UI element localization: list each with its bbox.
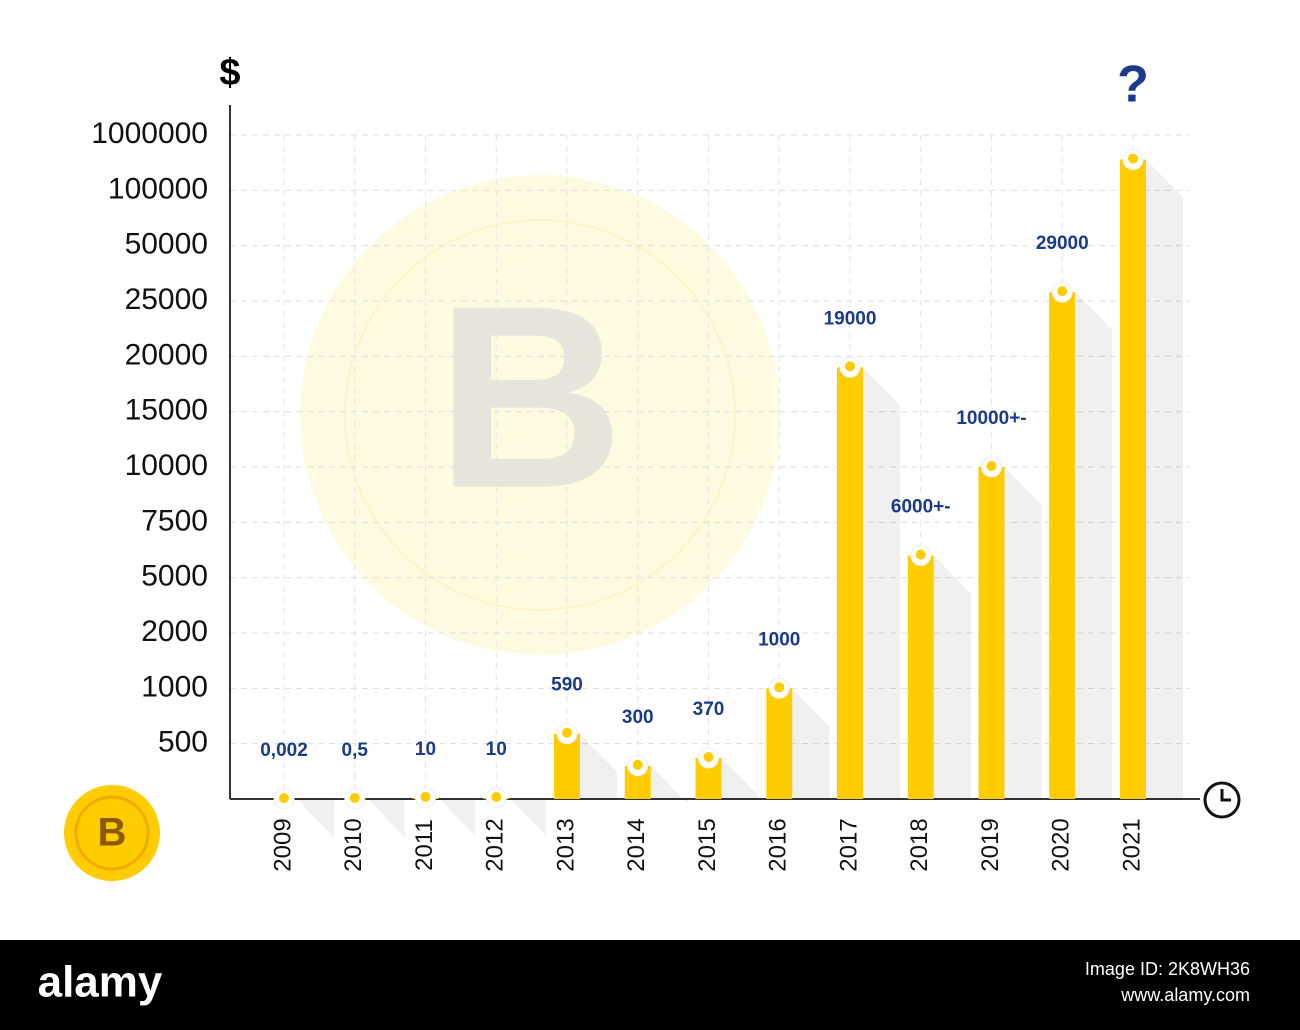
- x-tick-label: 2021: [1118, 818, 1145, 871]
- data-label: 0,002: [260, 740, 308, 761]
- bar: [554, 733, 580, 799]
- data-label: 300: [622, 707, 654, 728]
- bar-shadow: [1004, 467, 1042, 799]
- bar-cap-dot: [349, 792, 360, 803]
- y-axis-label: $: [219, 52, 240, 94]
- data-label: 29000: [1036, 233, 1089, 254]
- y-tick-label: 1000: [141, 670, 208, 703]
- watermark-id: Image ID: 2K8WH36: [1085, 959, 1250, 979]
- background-coin: B: [300, 175, 780, 655]
- bar-shadow: [509, 797, 547, 836]
- bar-cap-dot: [562, 727, 572, 738]
- bar-cap-dot: [420, 791, 431, 802]
- y-tick-label: 1000000: [91, 117, 208, 150]
- bar-shadow: [367, 798, 405, 837]
- bar-cap-dot: [774, 682, 785, 693]
- bar: [766, 688, 793, 799]
- bar: [837, 367, 863, 799]
- x-tick-label: 2020: [1048, 818, 1075, 871]
- bar-shadow: [1075, 292, 1113, 799]
- y-tick-label: 15000: [125, 394, 208, 427]
- x-tick-label: 2016: [765, 818, 792, 871]
- x-tick-label: 2013: [552, 818, 579, 871]
- x-tick-label: 2014: [623, 818, 650, 871]
- bar: [1049, 292, 1076, 799]
- annotation: ?: [1117, 56, 1149, 114]
- footer-band: [0, 940, 1300, 1030]
- y-tick-label: 20000: [125, 338, 208, 371]
- data-label: 10: [486, 739, 507, 760]
- data-label: 6000+-: [891, 497, 951, 518]
- y-tick-label: 7500: [141, 504, 208, 537]
- data-label: 590: [551, 675, 583, 696]
- bar-cap-dot: [986, 461, 997, 471]
- bar-shadow: [933, 555, 971, 799]
- y-tick-label: 2000: [141, 615, 208, 648]
- bar: [907, 555, 934, 799]
- data-label: 10000+-: [956, 408, 1026, 429]
- x-tick-label: 2019: [977, 818, 1004, 871]
- data-label: 19000: [824, 308, 877, 329]
- svg-text:B: B: [436, 253, 624, 543]
- svg-text:B: B: [98, 811, 127, 855]
- bar: [978, 467, 1005, 799]
- bar-cap-dot: [1128, 153, 1138, 164]
- x-tick-label: 2011: [411, 819, 438, 871]
- bar-shadow: [297, 798, 334, 837]
- bar-shadow: [1146, 159, 1183, 799]
- y-tick-label: 50000: [125, 228, 208, 261]
- y-tick-label: 5000: [141, 560, 208, 593]
- data-label: 10: [415, 739, 436, 760]
- watermark-logo: alamy: [38, 958, 163, 1007]
- bar-cap-dot: [279, 792, 289, 803]
- bar-shadow: [438, 797, 476, 836]
- x-tick-label: 2018: [906, 818, 933, 871]
- y-tick-label: 10000: [125, 449, 208, 482]
- bar-cap-dot: [491, 791, 502, 802]
- bar: [1120, 159, 1146, 799]
- y-tick-label: 100000: [108, 172, 208, 205]
- watermark-url: www.alamy.com: [1120, 985, 1250, 1005]
- small-coin: B: [64, 785, 160, 881]
- bar-cap-dot: [915, 549, 926, 560]
- bar-shadow: [650, 765, 688, 804]
- x-tick-label: 2009: [269, 818, 296, 871]
- x-tick-label: 2017: [835, 818, 862, 871]
- data-label: 370: [693, 699, 725, 720]
- bar-cap-dot: [632, 759, 643, 770]
- x-tick-label: 2015: [694, 818, 721, 871]
- bar-cap-dot: [1057, 286, 1068, 297]
- bar-shadow: [721, 758, 759, 799]
- clock-icon: [1203, 781, 1241, 819]
- y-tick-label: 500: [158, 726, 208, 759]
- x-tick-label: 2012: [482, 818, 509, 871]
- data-label: 0,5: [342, 740, 369, 761]
- bar-shadow: [580, 733, 617, 799]
- bar-shadow: [792, 688, 830, 799]
- y-tick-label: 25000: [125, 283, 208, 316]
- x-tick-label: 2010: [340, 818, 367, 871]
- data-label: 1000: [758, 629, 800, 650]
- bar-shadow: [863, 367, 900, 799]
- bar-cap-dot: [703, 752, 714, 763]
- bar-cap-dot: [845, 361, 855, 372]
